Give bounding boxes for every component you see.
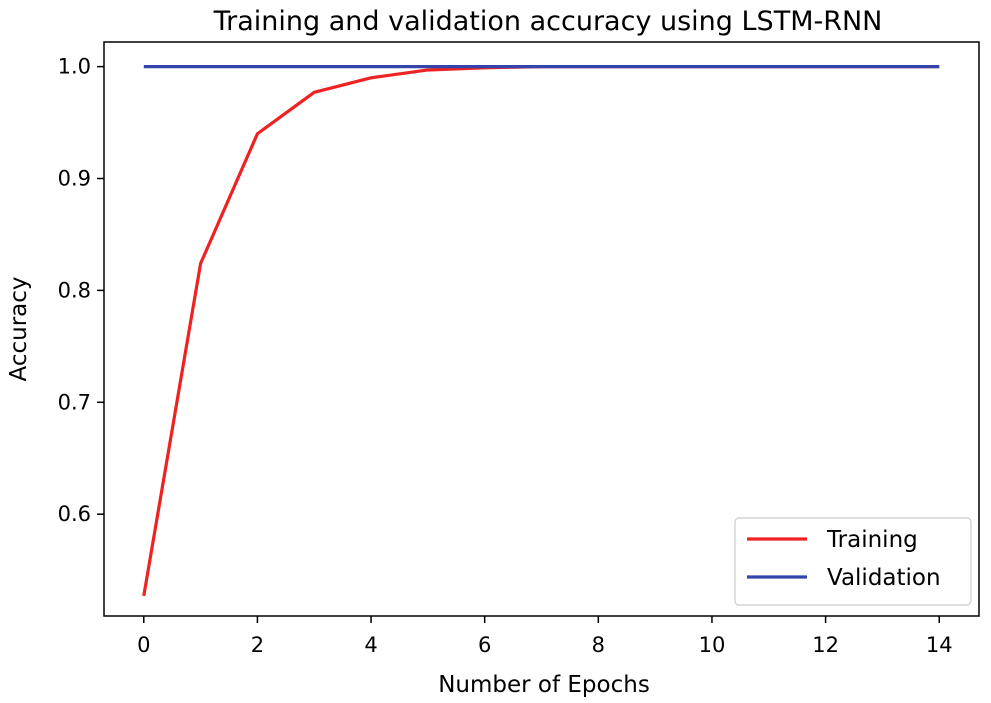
y-tick-label: 0.8 [58, 278, 91, 302]
y-tick-label: 0.9 [58, 167, 91, 191]
plot-series [142, 65, 940, 597]
axis-ticks: 0 2 4 6 8 10 12 14 0.6 0.7 0.8 0.9 1.0 [58, 55, 953, 657]
x-tick-label: 0 [137, 633, 150, 657]
y-axis-label: Accuracy [6, 276, 32, 381]
x-tick-label: 4 [364, 633, 377, 657]
legend-label-validation: Validation [827, 565, 941, 591]
legend: Training Validation [734, 517, 972, 606]
x-tick-label: 14 [926, 633, 953, 657]
y-tick-label: 0.7 [58, 390, 91, 414]
x-tick-label: 12 [812, 633, 839, 657]
x-tick-label: 6 [478, 633, 491, 657]
x-tick-label: 2 [251, 633, 264, 657]
chart-title: Training and validation accuracy using L… [213, 6, 883, 37]
x-tick-label: 8 [592, 633, 605, 657]
x-axis-label: Number of Epochs [438, 672, 650, 698]
legend-label-training: Training [826, 527, 918, 553]
y-tick-label: 1.0 [58, 55, 91, 79]
y-tick-label: 0.6 [58, 502, 91, 526]
x-tick-label: 10 [699, 633, 726, 657]
plot-frame [103, 41, 980, 617]
series-line-training [142, 65, 940, 597]
